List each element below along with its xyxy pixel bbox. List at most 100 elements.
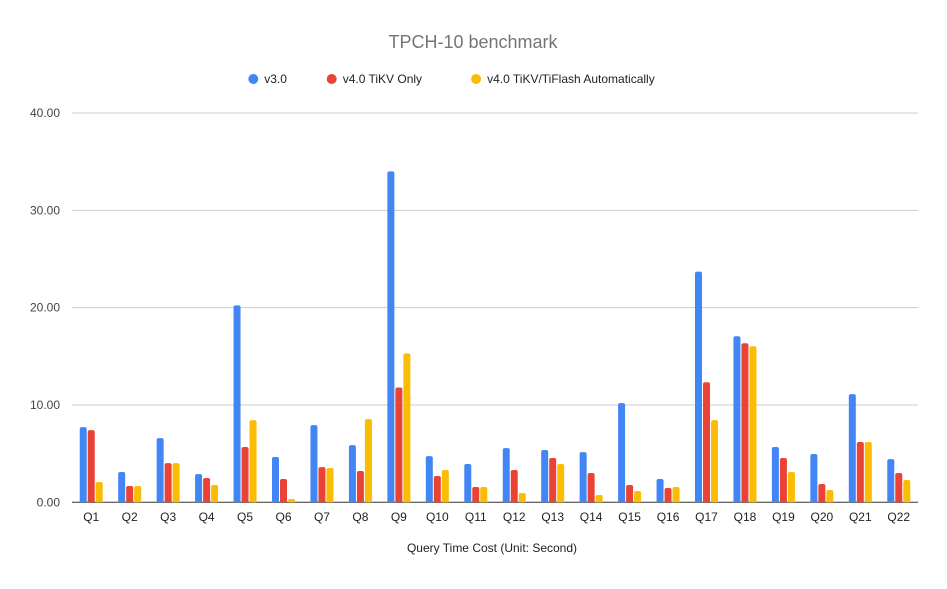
bar-q15-series-2 [626, 484, 634, 503]
bar-q7-series-3 [326, 468, 334, 503]
bar-q2-series-2 [126, 485, 134, 503]
bar-q21-series-2 [856, 442, 864, 503]
bar-q19-series-2 [779, 458, 787, 503]
bar-q10-series-3 [441, 469, 449, 503]
x-tick-label: Q4 [199, 510, 215, 524]
bar-q20-series-3 [826, 490, 834, 503]
x-tick-label: Q22 [887, 510, 910, 524]
bar-q6-series-3 [288, 498, 295, 503]
bar-q2-series-3 [134, 485, 142, 503]
bar-q22-series-1 [887, 459, 895, 503]
bar-q8-series-2 [356, 471, 364, 503]
legend-swatch [326, 74, 337, 84]
bar-q5-series-3 [249, 420, 257, 503]
x-tick-label: Q8 [352, 510, 368, 524]
bar-q3-series-3 [172, 463, 180, 503]
legend-label: v4.0 TiKV Only [343, 72, 422, 86]
bar-q10-series-1 [425, 456, 433, 503]
x-tick-label: Q17 [695, 510, 718, 524]
bar-q6-series-1 [272, 457, 279, 503]
bar-q14-series-3 [595, 495, 603, 503]
bar-q11-series-1 [464, 464, 472, 503]
bar-q5-series-1 [233, 305, 241, 503]
x-tick-label: Q6 [275, 510, 291, 524]
bar-q22-series-3 [903, 480, 911, 503]
bar-q3-series-1 [156, 438, 164, 503]
x-tick-label: Q12 [503, 510, 526, 524]
bar-q17-series-2 [703, 382, 710, 503]
y-tick-label: 40.00 [30, 106, 60, 120]
legend-swatch [471, 74, 482, 84]
x-tick-label: Q1 [83, 510, 99, 524]
bar-q19-series-1 [771, 447, 779, 503]
bar-q10-series-2 [433, 476, 441, 503]
bar-q18-series-2 [741, 343, 749, 503]
bar-q15-series-1 [618, 403, 626, 503]
bar-q1-series-3 [95, 481, 103, 503]
bar-q11-series-2 [472, 487, 480, 503]
y-tick-label: 10.00 [30, 398, 60, 412]
bar-q20-series-1 [810, 454, 818, 503]
bar-q16-series-1 [656, 479, 664, 503]
bar-q18-series-1 [733, 336, 741, 503]
legend-label: v3.0 [264, 72, 287, 86]
bar-q1-series-2 [87, 430, 95, 503]
bar-q20-series-2 [818, 484, 826, 503]
x-tick-label: Q9 [391, 510, 407, 524]
bar-q13-series-3 [557, 464, 565, 503]
bar-q19-series-3 [787, 472, 795, 503]
x-tick-labels: Q1 Q2 Q3 Q4 Q5 Q6 Q7 Q8 Q9 Q10 Q11 Q12 Q13 Q14 Q15 Q16 Q… [83, 510, 910, 524]
bar-q17-series-3 [711, 420, 718, 503]
bar-q21-series-3 [864, 442, 872, 503]
x-tick-label: Q16 [657, 510, 680, 524]
gridlines: 0.00 10.00 20.00 30.00 40.00 [30, 106, 918, 509]
x-tick-label: Q18 [734, 510, 757, 524]
bar-q18-series-3 [749, 346, 757, 503]
x-tick-label: Q7 [314, 510, 330, 524]
bar-q12-series-2 [510, 469, 518, 503]
bar-q13-series-2 [549, 458, 557, 503]
x-tick-label: Q10 [426, 510, 449, 524]
x-tick-label: Q19 [772, 510, 795, 524]
legend-swatch [248, 74, 259, 84]
bar-q6-series-2 [280, 479, 287, 503]
x-tick-label: Q20 [811, 510, 834, 524]
bar-q16-series-2 [664, 487, 672, 503]
bars [79, 171, 911, 503]
x-tick-label: Q11 [465, 510, 487, 524]
bar-q8-series-1 [348, 445, 356, 503]
legend: v3.0 v4.0 TiKV Only v4.0 TiKV/TiFlash Auto… [248, 72, 655, 86]
bar-q14-series-2 [587, 473, 595, 503]
bar-q8-series-3 [364, 419, 372, 503]
bar-q12-series-1 [502, 448, 510, 503]
x-tick-label: Q21 [849, 510, 872, 524]
bar-q21-series-1 [848, 394, 856, 503]
bar-q9-series-1 [387, 171, 395, 503]
x-axis-title: Query Time Cost (Unit: Second) [407, 541, 577, 555]
bar-q15-series-3 [634, 491, 642, 503]
bar-q17-series-1 [695, 271, 702, 503]
x-tick-label: Q14 [580, 510, 603, 524]
bar-q22-series-2 [895, 473, 903, 503]
legend-label: v4.0 TiKV/TiFlash Automatically [487, 72, 655, 86]
x-tick-label: Q5 [237, 510, 253, 524]
bar-q9-series-2 [395, 387, 403, 503]
bar-q13-series-1 [541, 450, 549, 503]
y-tick-label: 0.00 [37, 495, 61, 509]
bar-q4-series-1 [195, 474, 203, 503]
bar-q4-series-3 [211, 484, 219, 503]
y-tick-label: 20.00 [30, 301, 60, 315]
chart-title: TPCH-10 benchmark [388, 32, 558, 52]
x-tick-label: Q2 [122, 510, 138, 524]
bar-q5-series-2 [241, 447, 249, 503]
y-tick-label: 30.00 [30, 203, 60, 217]
bar-q2-series-1 [118, 472, 126, 503]
bar-q3-series-2 [164, 463, 172, 503]
bar-q1-series-1 [79, 427, 87, 503]
bar-q4-series-2 [203, 477, 211, 503]
bar-q9-series-3 [403, 353, 411, 503]
bar-q11-series-3 [480, 487, 488, 503]
x-tick-label: Q15 [618, 510, 641, 524]
bar-q14-series-1 [579, 452, 587, 503]
